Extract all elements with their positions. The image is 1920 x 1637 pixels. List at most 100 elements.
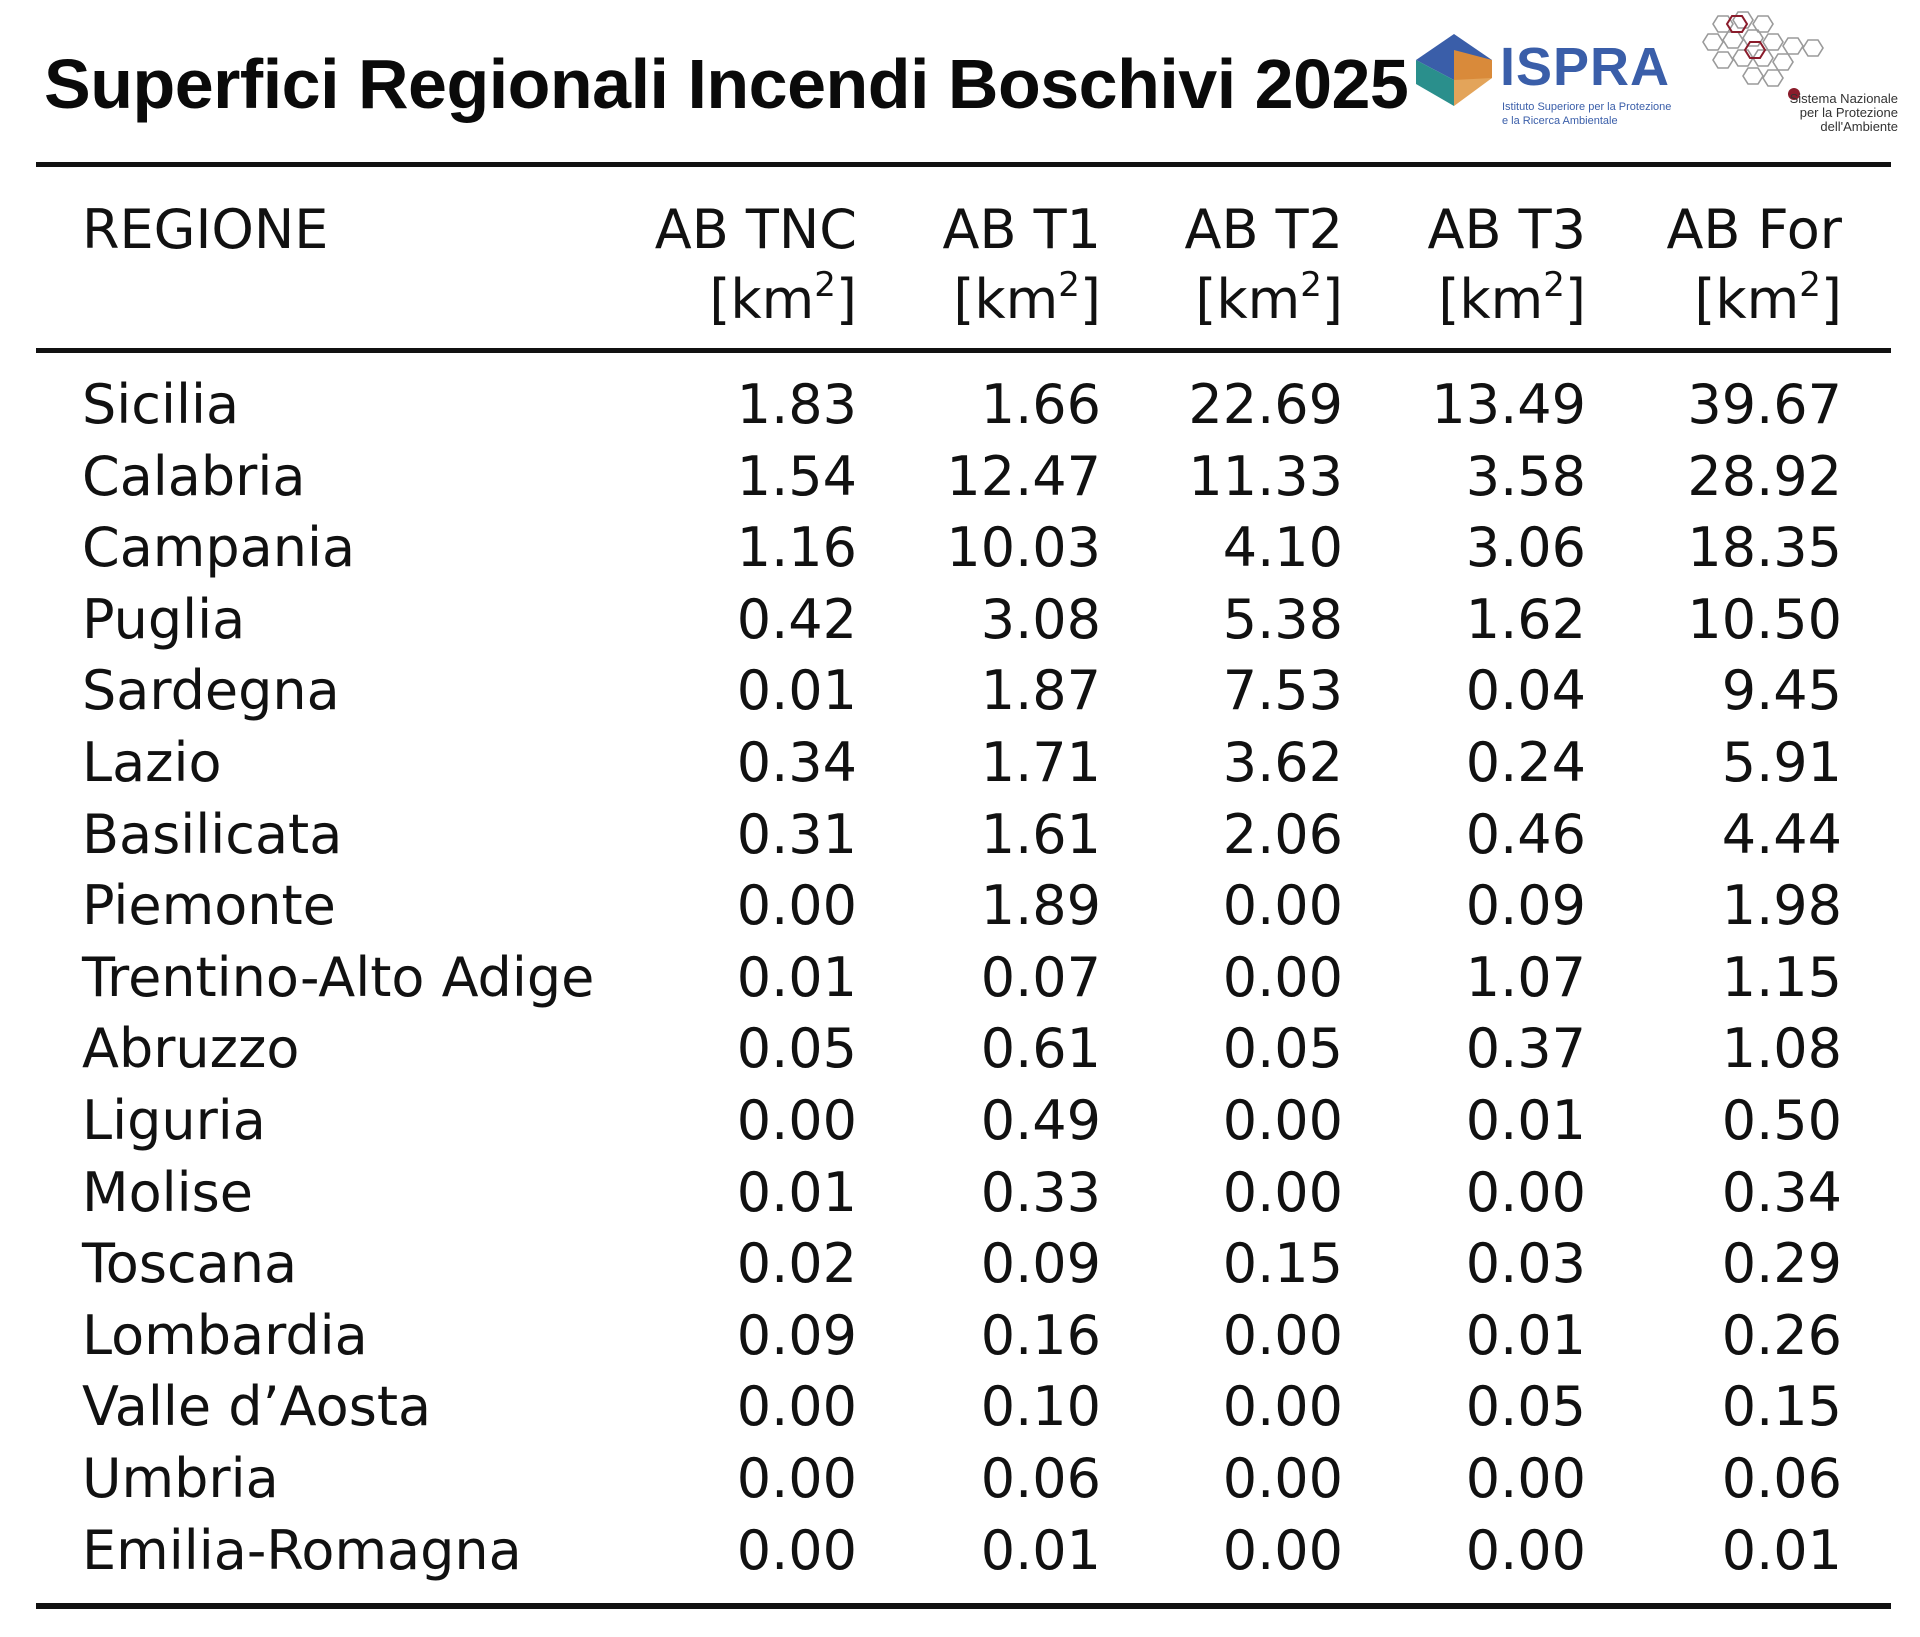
table-row: Piemonte 0.00 1.89 0.00 0.09 1.98 — [0, 873, 1920, 945]
header-ab-t2: AB T2 [km2] — [1185, 195, 1344, 335]
header-label: AB T2 — [1184, 198, 1344, 261]
value-ab-tnc: 1.16 — [736, 516, 857, 580]
table-row: Sicilia 1.83 1.66 22.69 13.49 39.67 — [0, 372, 1920, 444]
value-ab-tnc: 1.83 — [736, 373, 857, 436]
value-ab-t3: 0.00 — [1465, 1518, 1586, 1582]
value-ab-t2: 2.06 — [1222, 802, 1343, 866]
value-ab-t3: 0.00 — [1465, 1160, 1586, 1224]
value-ab-t1: 1.89 — [980, 874, 1101, 938]
value-ab-tnc: 1.54 — [736, 444, 857, 508]
region-name: Sardegna — [82, 659, 340, 723]
value-ab-for: 0.15 — [1721, 1375, 1842, 1439]
value-ab-t2: 0.00 — [1222, 1303, 1343, 1367]
header-label: AB For — [1666, 198, 1842, 261]
value-ab-t3: 0.03 — [1465, 1232, 1586, 1296]
header-label: AB T3 — [1427, 198, 1587, 261]
value-ab-t1: 10.03 — [946, 516, 1101, 580]
region-name: Sicilia — [82, 373, 240, 436]
value-ab-for: 0.50 — [1721, 1088, 1842, 1152]
value-ab-tnc: 0.00 — [736, 1446, 857, 1510]
header-unit: [km2] — [709, 265, 857, 331]
value-ab-t1: 0.01 — [980, 1518, 1101, 1582]
value-ab-t3: 0.37 — [1465, 1017, 1586, 1081]
region-name: Lazio — [82, 730, 222, 794]
value-ab-t2: 0.00 — [1222, 945, 1343, 1009]
value-ab-t1: 0.07 — [980, 945, 1101, 1009]
value-ab-for: 1.08 — [1721, 1017, 1842, 1081]
value-ab-t2: 7.53 — [1222, 659, 1343, 723]
ispra-subtitle-line1: Istituto Superiore per la Protezione — [1502, 101, 1672, 113]
value-ab-t2: 11.33 — [1188, 444, 1343, 508]
header-label: AB T1 — [942, 198, 1102, 261]
value-ab-t1: 0.33 — [980, 1160, 1101, 1224]
table-row: Puglia 0.42 3.08 5.38 1.62 10.50 — [0, 587, 1920, 659]
value-ab-t2: 5.38 — [1222, 587, 1343, 651]
region-name: Umbria — [82, 1446, 279, 1510]
table-top-rule — [36, 162, 1891, 167]
value-ab-tnc: 0.01 — [736, 945, 857, 1009]
region-name: Calabria — [82, 444, 306, 508]
header-ab-t1: AB T1 [km2] — [943, 195, 1102, 335]
value-ab-t3: 0.46 — [1465, 802, 1586, 866]
header-ab-for: AB For [km2] — [1666, 195, 1842, 335]
value-ab-t1: 1.71 — [980, 730, 1101, 794]
region-name: Puglia — [82, 587, 246, 651]
snpa-line2: per la Protezione — [1799, 105, 1898, 120]
value-ab-tnc: 0.00 — [736, 1518, 857, 1582]
value-ab-for: 1.15 — [1721, 945, 1842, 1009]
table-header-rule — [36, 348, 1891, 353]
table-row: Toscana 0.02 0.09 0.15 0.03 0.29 — [0, 1231, 1920, 1303]
table-bottom-rule — [36, 1603, 1891, 1609]
value-ab-t1: 3.08 — [980, 587, 1101, 651]
value-ab-t3: 0.01 — [1465, 1303, 1586, 1367]
value-ab-t3: 3.06 — [1465, 516, 1586, 580]
ispra-subtitle-line2: e la Ricerca Ambientale — [1502, 115, 1618, 127]
value-ab-t2: 0.00 — [1222, 1518, 1343, 1582]
value-ab-t1: 0.06 — [980, 1446, 1101, 1510]
table-body: Sicilia 1.83 1.66 22.69 13.49 39.67 Calabria 1… — [0, 372, 1920, 1589]
header-ab-t3: AB T3 [km2] — [1428, 195, 1587, 335]
table-row: Lombardia 0.09 0.16 0.00 0.01 0.26 — [0, 1303, 1920, 1375]
region-name: Lombardia — [82, 1303, 368, 1367]
value-ab-tnc: 0.31 — [736, 802, 857, 866]
value-ab-for: 0.01 — [1721, 1518, 1842, 1582]
table-row: Campania 1.16 10.03 4.10 3.06 18.35 — [0, 515, 1920, 587]
table-row: Emilia-Romagna 0.00 0.01 0.00 0.00 0.01 — [0, 1518, 1920, 1590]
header-regione: REGIONE — [82, 195, 328, 265]
value-ab-for: 4.44 — [1721, 802, 1842, 866]
value-ab-tnc: 0.05 — [736, 1017, 857, 1081]
table-row: Liguria 0.00 0.49 0.00 0.01 0.50 — [0, 1088, 1920, 1160]
ispra-wordmark: ISPRA — [1500, 37, 1671, 97]
value-ab-t3: 0.24 — [1465, 730, 1586, 794]
ispra-subtitle: Istituto Superiore per la Protezione e l… — [1502, 100, 1682, 128]
table-row: Lazio 0.34 1.71 3.62 0.24 5.91 — [0, 730, 1920, 802]
table-row: Basilicata 0.31 1.61 2.06 0.46 4.44 — [0, 802, 1920, 874]
value-ab-t3: 0.04 — [1465, 659, 1586, 723]
region-name: Molise — [82, 1160, 253, 1224]
region-name: Trentino-Alto Adige — [82, 945, 595, 1009]
header-ab-tnc: AB TNC [km2] — [655, 195, 857, 335]
value-ab-tnc: 0.34 — [736, 730, 857, 794]
value-ab-t1: 0.61 — [980, 1017, 1101, 1081]
table-row: Calabria 1.54 12.47 11.33 3.58 28.92 — [0, 444, 1920, 516]
value-ab-t1: 0.09 — [980, 1232, 1101, 1296]
value-ab-for: 0.34 — [1721, 1160, 1842, 1224]
value-ab-t3: 1.62 — [1465, 587, 1586, 651]
ispra-logo: ISPRA Istituto Superiore per la Protezio… — [1412, 30, 1674, 136]
value-ab-t2: 22.69 — [1188, 373, 1343, 436]
value-ab-for: 10.50 — [1687, 587, 1842, 651]
region-name: Liguria — [82, 1088, 266, 1152]
value-ab-t2: 0.00 — [1222, 874, 1343, 938]
table-row: Trentino-Alto Adige 0.01 0.07 0.00 1.07 1.15 — [0, 945, 1920, 1017]
value-ab-t2: 0.00 — [1222, 1446, 1343, 1510]
region-name: Toscana — [82, 1232, 298, 1296]
value-ab-t2: 0.00 — [1222, 1160, 1343, 1224]
value-ab-tnc: 0.09 — [736, 1303, 857, 1367]
value-ab-for: 28.92 — [1687, 444, 1842, 508]
region-name: Emilia-Romagna — [82, 1518, 522, 1582]
ispra-diamond-icon — [1416, 34, 1492, 106]
value-ab-t2: 4.10 — [1222, 516, 1343, 580]
value-ab-t1: 1.61 — [980, 802, 1101, 866]
value-ab-t1: 1.66 — [980, 373, 1101, 436]
value-ab-tnc: 0.00 — [736, 874, 857, 938]
